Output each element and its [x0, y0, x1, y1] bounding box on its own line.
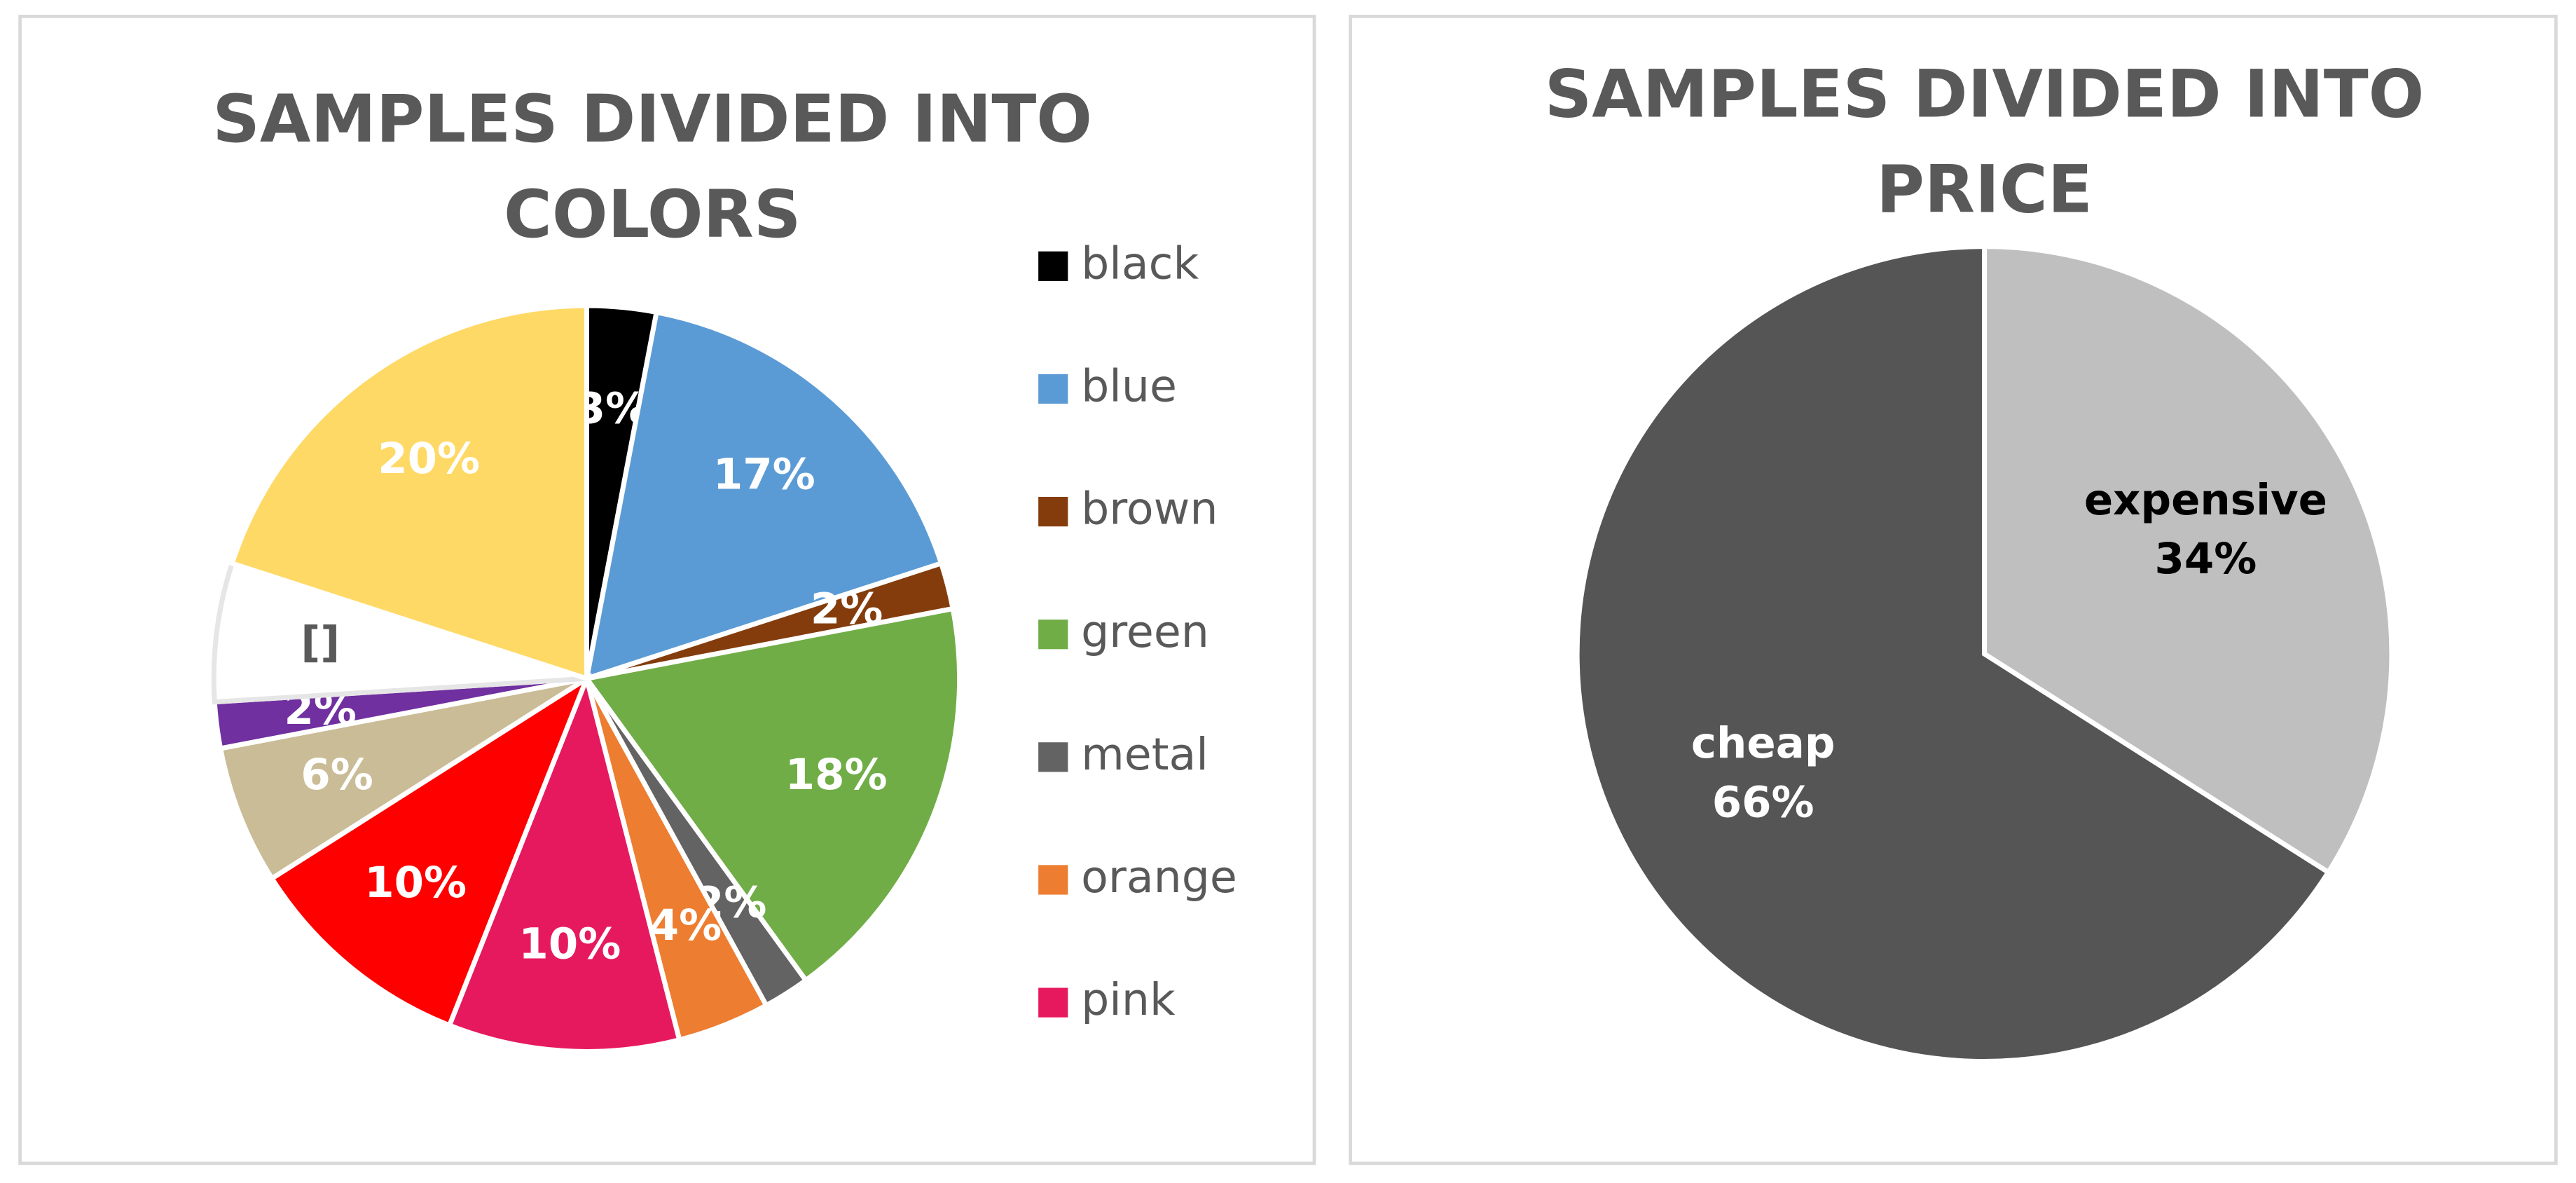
legend-swatch: [1038, 496, 1068, 527]
legend-label: brown: [1081, 483, 1218, 535]
legend-label: blue: [1081, 360, 1177, 412]
data-label: 10%: [518, 919, 621, 969]
pie-slice: [446, 670, 683, 1054]
data-label-category: cheap: [1691, 718, 1835, 768]
data-label: 66%: [1712, 778, 1814, 828]
data-label: 10%: [364, 858, 467, 908]
legend-label: green: [1081, 606, 1209, 657]
pie-slice: [217, 676, 588, 882]
legend-swatch: [1038, 620, 1068, 650]
pie-slice: [1574, 244, 2332, 1065]
data-label: 34%: [2155, 534, 2257, 584]
legend-label: pink: [1081, 973, 1176, 1025]
legend-swatch: [1038, 987, 1068, 1018]
chart-title: SAMPLES DIVIDED INTO PRICE: [1545, 57, 2425, 228]
data-label: 18%: [785, 750, 888, 800]
data-label: []: [301, 617, 340, 667]
legend-swatch: [1038, 251, 1068, 281]
legend-label: metal: [1081, 728, 1208, 780]
data-label: 4%: [649, 901, 722, 950]
data-label: 20%: [378, 434, 480, 484]
legend-label: black: [1081, 237, 1199, 289]
pie-slice: [583, 309, 944, 683]
legend-swatch: [1038, 865, 1068, 895]
data-label-category: expensive: [2084, 475, 2327, 525]
pie-slice: [228, 303, 589, 683]
pie-slice: [211, 560, 588, 705]
chart-title: SAMPLES DIVIDED INTO COLORS: [212, 81, 1092, 253]
pie-slice: [582, 606, 963, 984]
legend-swatch: [1038, 742, 1068, 772]
pie-slice: [268, 672, 592, 1029]
data-label: 6%: [301, 750, 373, 800]
data-label: 17%: [713, 449, 815, 499]
legend-swatch: [1038, 374, 1068, 404]
legend-label: orange: [1081, 851, 1237, 903]
